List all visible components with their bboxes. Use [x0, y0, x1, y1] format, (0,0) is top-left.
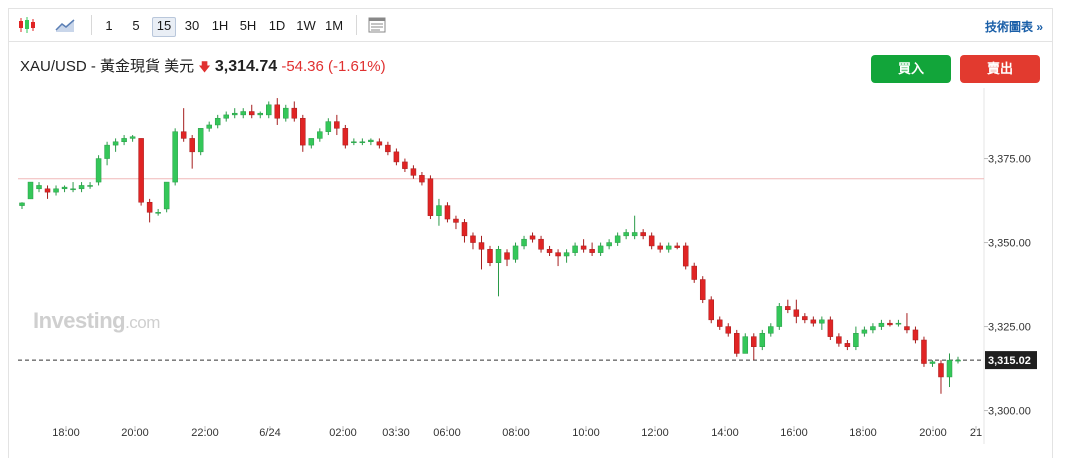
sell-button[interactable]: 賣出	[960, 55, 1040, 83]
interval-1w[interactable]: 1W	[296, 18, 316, 33]
interval-5h[interactable]: 5H	[239, 18, 257, 33]
chart-toolbar: 1 5 15 30 1H 5H 1D 1W 1M 技術圖表 »	[8, 8, 1053, 42]
buy-button[interactable]: 買入	[871, 55, 951, 83]
interval-30[interactable]: 30	[184, 18, 200, 33]
chart-frame	[8, 8, 1053, 458]
down-arrow-icon: 🡇	[198, 60, 211, 74]
interval-1[interactable]: 1	[105, 18, 113, 33]
price-change: -54.36	[281, 58, 324, 75]
technical-chart-link[interactable]: 技術圖表 »	[984, 20, 1043, 34]
interval-15[interactable]: 15	[152, 17, 176, 37]
interval-1d[interactable]: 1D	[268, 18, 286, 33]
symbol-name: XAU/USD - 黃金現貨 美元	[20, 58, 195, 75]
last-price: 3,314.74	[214, 58, 278, 75]
candlestick-chart-icon[interactable]	[16, 14, 38, 36]
instrument-header: XAU/USD - 黃金現貨 美元 🡇 3,314.74 -54.36 (-1.…	[20, 55, 386, 79]
investing-watermark: Investing.com	[33, 308, 160, 333]
interval-5[interactable]: 5	[132, 18, 140, 33]
interval-1m[interactable]: 1M	[324, 18, 344, 33]
interval-1h[interactable]: 1H	[211, 18, 229, 33]
area-chart-icon[interactable]	[54, 14, 76, 36]
price-change-percent: (-1.61%)	[328, 58, 386, 75]
table-view-icon[interactable]	[366, 14, 388, 36]
